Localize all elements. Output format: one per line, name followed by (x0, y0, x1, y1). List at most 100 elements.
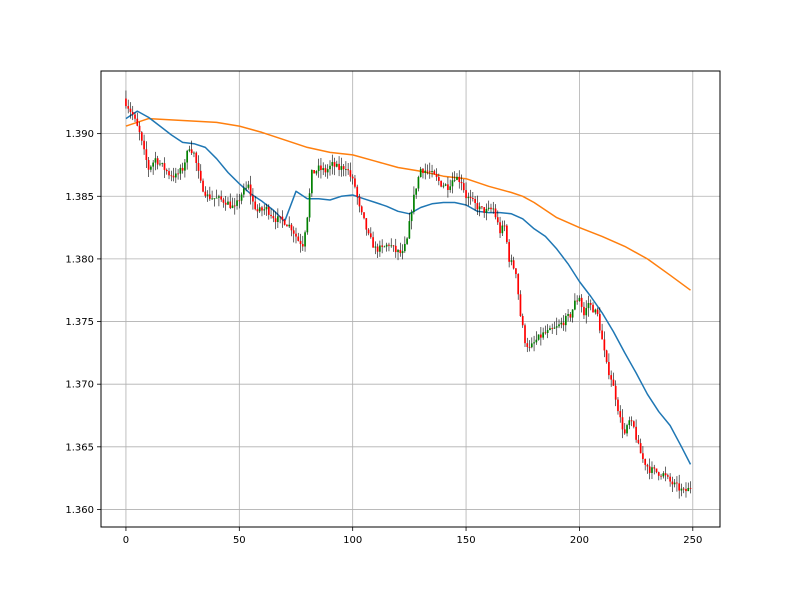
candle-body (651, 467, 653, 473)
candle-body (399, 249, 402, 254)
candle-body (290, 224, 293, 231)
candle-body (383, 246, 386, 248)
candle-body (646, 464, 649, 467)
candle-body (685, 488, 687, 492)
candle-body (617, 399, 619, 412)
candle-body (621, 417, 624, 430)
candle-body (580, 297, 583, 307)
candle-body (478, 206, 481, 210)
candle-body (637, 439, 640, 444)
candle-body (496, 217, 499, 223)
candle-body (476, 203, 479, 210)
candle-body (481, 206, 483, 208)
candle-body (460, 182, 463, 184)
candle-body (465, 190, 467, 199)
candle-body (150, 166, 152, 170)
candle-body (360, 206, 363, 213)
candle-body (397, 249, 399, 253)
y-tick-label: 1.385 (65, 192, 94, 203)
candle-body (358, 196, 361, 207)
candle-body (161, 163, 164, 164)
candle-body (639, 443, 642, 454)
candle-body (197, 163, 200, 171)
candle-body (186, 150, 189, 163)
candle-body (567, 314, 569, 316)
candle-body (179, 167, 182, 174)
candle-body (472, 198, 474, 200)
candle-body (526, 343, 529, 347)
candle-body (195, 152, 198, 164)
candle-body (524, 325, 526, 344)
candle-body (501, 225, 504, 234)
candle-body (252, 195, 254, 202)
candle-body (134, 114, 136, 119)
x-tick-label: 100 (343, 535, 362, 546)
candle-body (256, 209, 259, 212)
candle-body (585, 308, 588, 316)
candle-body (301, 244, 304, 247)
candle-body (245, 187, 247, 189)
candle-body (340, 166, 343, 170)
candle-body (433, 171, 436, 174)
candle-body (608, 361, 610, 376)
candle-body (163, 163, 166, 170)
candle-body (127, 106, 130, 109)
candle-body (222, 199, 225, 203)
candle-body (494, 208, 497, 218)
candle-body (431, 171, 433, 173)
candle-body (329, 165, 331, 170)
candle-body (229, 201, 232, 208)
candle-body (619, 411, 622, 418)
candle-body (306, 217, 309, 233)
candle-body (612, 379, 615, 386)
candle-body (512, 260, 515, 269)
candle-body (272, 216, 275, 219)
candle-body (451, 180, 454, 187)
candle-body (129, 108, 132, 112)
candle-body (664, 473, 667, 476)
candle-body (136, 118, 139, 126)
candle-body (392, 245, 395, 247)
candle-body (270, 214, 272, 217)
candle-body (292, 230, 295, 234)
x-tick-label: 0 (123, 535, 129, 546)
candle-body (598, 314, 601, 331)
candle-body (530, 343, 533, 348)
candle-body (333, 162, 336, 167)
candle-body (188, 149, 191, 151)
candle-body (365, 218, 368, 230)
candle-body (546, 330, 549, 333)
candle-body (415, 188, 418, 195)
candle-body (367, 229, 370, 234)
candle-body (671, 481, 674, 485)
x-tick-label: 50 (233, 535, 246, 546)
candle-body (635, 426, 637, 440)
candle-body (642, 453, 644, 460)
candle-body (174, 173, 177, 178)
candle-body (551, 328, 554, 329)
candle-body (213, 198, 216, 200)
candle-body (669, 476, 671, 482)
candle-body (564, 315, 567, 326)
candle-body (349, 170, 352, 177)
candle-body (265, 206, 268, 210)
candle-body (447, 184, 449, 190)
candle-body (143, 140, 145, 150)
candle-body (320, 165, 322, 171)
candle-body (220, 196, 223, 200)
candle-body (623, 429, 626, 434)
candle-body (492, 208, 495, 210)
candle-body (517, 274, 520, 295)
candle-body (603, 339, 606, 351)
candle-body (458, 176, 461, 183)
candle-body (610, 375, 613, 380)
candle-body (172, 175, 175, 178)
candle-body (521, 316, 524, 326)
candle-body (351, 176, 354, 179)
candle-body (152, 162, 155, 167)
candle-body (184, 162, 186, 171)
candle-body (168, 171, 170, 176)
candle-body (424, 170, 427, 173)
candle-body (626, 425, 628, 434)
